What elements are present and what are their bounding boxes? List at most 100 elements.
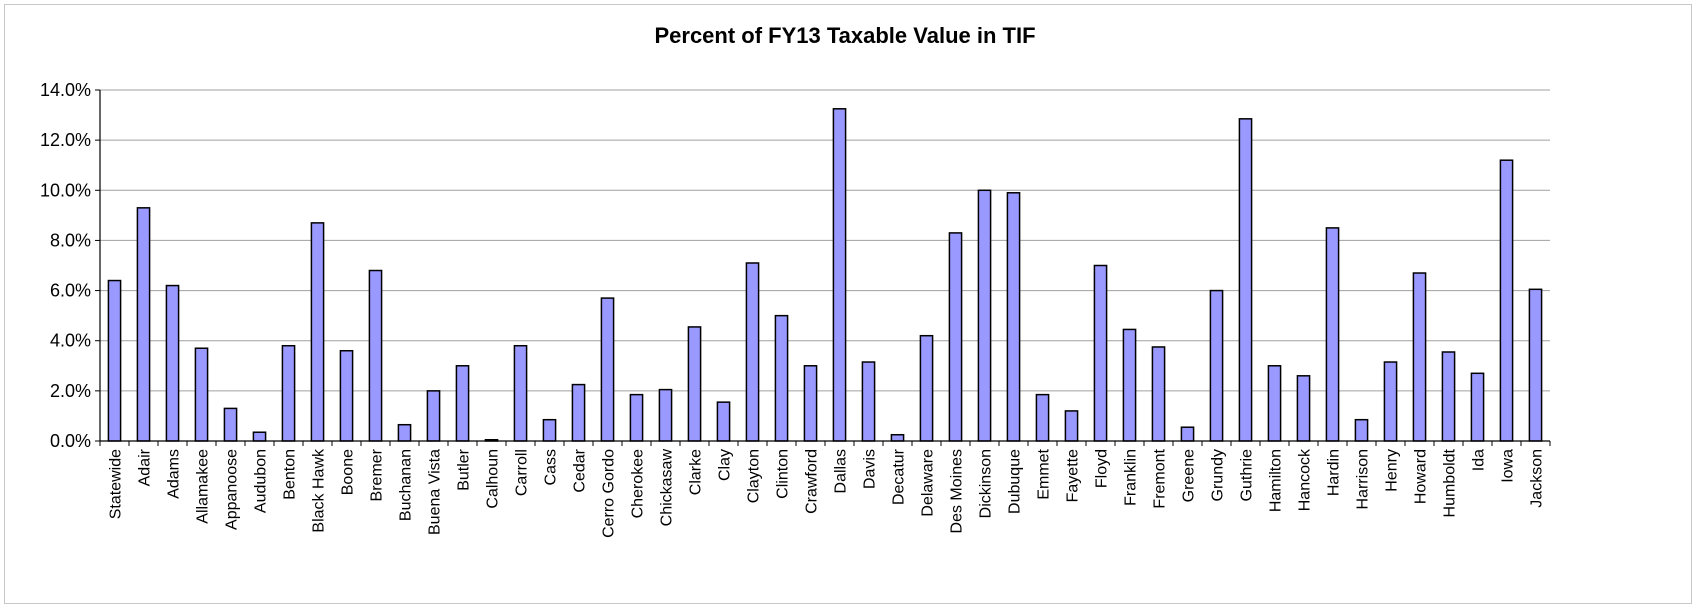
bar-grundy: [1209, 289, 1224, 442]
bar-clarke: [687, 326, 702, 442]
bar-crawford: [803, 365, 818, 442]
chart-title: Percent of FY13 Taxable Value in TIF: [654, 23, 1035, 48]
bar-butler: [455, 365, 470, 442]
bar-adair: [136, 207, 151, 442]
x-category-label: Iowa: [1500, 449, 1517, 483]
x-category-label: Adams: [166, 449, 183, 499]
bar-allamakee: [194, 347, 209, 442]
x-category-label: Henry: [1384, 449, 1401, 492]
x-category-label: Butler: [456, 448, 473, 490]
bar-carroll: [513, 344, 528, 442]
bar-franklin: [1122, 328, 1137, 442]
y-tick-label: 4.0%: [50, 331, 91, 351]
bar-buena-vista: [426, 390, 441, 442]
bar-emmet: [1035, 393, 1050, 442]
y-tick-label: 2.0%: [50, 381, 91, 401]
y-tick-label: 6.0%: [50, 281, 91, 301]
bar-clayton: [745, 262, 760, 442]
bar-buchanan: [397, 423, 412, 442]
bar-dallas: [832, 108, 847, 442]
bar-hancock: [1296, 375, 1311, 442]
y-tick-label: 14.0%: [40, 80, 91, 100]
x-category-label: Crawford: [804, 449, 821, 514]
x-category-label: Buena Vista: [427, 449, 444, 535]
x-axis-category-labels: Statewide Adair Adams Allamakee Appanoose Aud…: [99, 441, 1551, 538]
bar-chart: Percent of FY13 Taxable Value in TIF 0.0…: [40, 23, 1551, 538]
bar-davis: [861, 361, 876, 442]
bar-adams: [165, 284, 180, 442]
bar-statewide: [107, 279, 122, 442]
bar-hamilton: [1267, 365, 1282, 442]
x-category-label: Black Hawk: [311, 448, 328, 533]
y-tick-label: 0.0%: [50, 431, 91, 451]
x-category-label: Buchanan: [398, 449, 415, 521]
bar-delaware: [919, 334, 934, 442]
bar-fremont: [1151, 346, 1166, 442]
bar-humboldt: [1441, 351, 1456, 442]
bar-bremer: [368, 269, 383, 442]
x-category-label: Calhoun: [485, 449, 502, 509]
x-category-label: Harrison: [1355, 449, 1372, 509]
x-category-label: Hamilton: [1268, 449, 1285, 512]
x-category-label: Fayette: [1065, 449, 1082, 502]
x-category-label: Dallas: [833, 449, 850, 493]
bar-appanoose: [223, 407, 238, 442]
x-category-label: Davis: [862, 449, 879, 489]
x-category-label: Floyd: [1094, 449, 1111, 488]
x-category-label: Cerro Gordo: [601, 449, 618, 538]
bar-ida: [1470, 372, 1485, 442]
x-category-label: Cedar: [572, 448, 589, 492]
bar-cedar: [571, 383, 586, 442]
x-category-label: Boone: [340, 449, 357, 495]
bar-cass: [542, 418, 557, 442]
bar-guthrie: [1238, 118, 1253, 442]
x-category-label: Emmet: [1036, 448, 1053, 499]
bar-boone: [339, 349, 354, 442]
x-category-label: Audubon: [253, 449, 270, 513]
x-category-label: Decatur: [891, 448, 908, 505]
x-category-label: Dubuque: [1007, 449, 1024, 514]
bar-dickinson: [977, 189, 992, 442]
y-tick-label: 12.0%: [40, 130, 91, 150]
x-category-label: Clarke: [688, 449, 705, 495]
bar-dubuque: [1006, 192, 1021, 442]
bar-floyd: [1093, 264, 1108, 442]
bar-henry: [1383, 361, 1398, 442]
bar-audubon: [252, 431, 267, 442]
x-category-label: Hancock: [1297, 448, 1314, 511]
x-category-label: Delaware: [920, 449, 937, 517]
x-category-label: Bremer: [369, 448, 386, 501]
x-category-label: Fremont: [1152, 448, 1169, 508]
x-category-label: Statewide: [108, 449, 125, 519]
bar-black-hawk: [310, 222, 325, 442]
bar-cherokee: [629, 393, 644, 442]
bar-jackson: [1528, 288, 1543, 442]
x-category-label: Ida: [1471, 449, 1488, 471]
x-category-label: Cass: [543, 449, 560, 485]
bar-harrison: [1354, 418, 1369, 442]
chart-frame: Percent of FY13 Taxable Value in TIF 0.0…: [4, 4, 1692, 604]
x-category-label: Jackson: [1529, 449, 1546, 508]
x-category-label: Greene: [1181, 449, 1198, 502]
bar-howard: [1412, 272, 1427, 442]
bar-chickasaw: [658, 388, 673, 442]
bar-des-moines: [948, 232, 963, 442]
x-category-label: Clayton: [746, 449, 763, 503]
x-category-label: Clay: [717, 449, 734, 481]
x-category-label: Appanoose: [224, 449, 241, 530]
bar-fayette: [1064, 410, 1079, 442]
bar-benton: [281, 344, 296, 442]
bar-clay: [716, 401, 731, 442]
y-tick-label: 8.0%: [50, 230, 91, 250]
x-category-label: Cherokee: [630, 449, 647, 518]
bar-clinton: [774, 314, 789, 442]
x-category-label: Clinton: [775, 449, 792, 499]
x-category-label: Franklin: [1123, 449, 1140, 506]
bar-decatur: [890, 433, 905, 442]
x-category-label: Des Moines: [949, 449, 966, 533]
x-category-label: Carroll: [514, 449, 531, 496]
x-category-label: Howard: [1413, 449, 1430, 504]
y-tick-label: 10.0%: [40, 180, 91, 200]
bar-hardin: [1325, 227, 1340, 442]
x-category-label: Grundy: [1210, 449, 1227, 501]
